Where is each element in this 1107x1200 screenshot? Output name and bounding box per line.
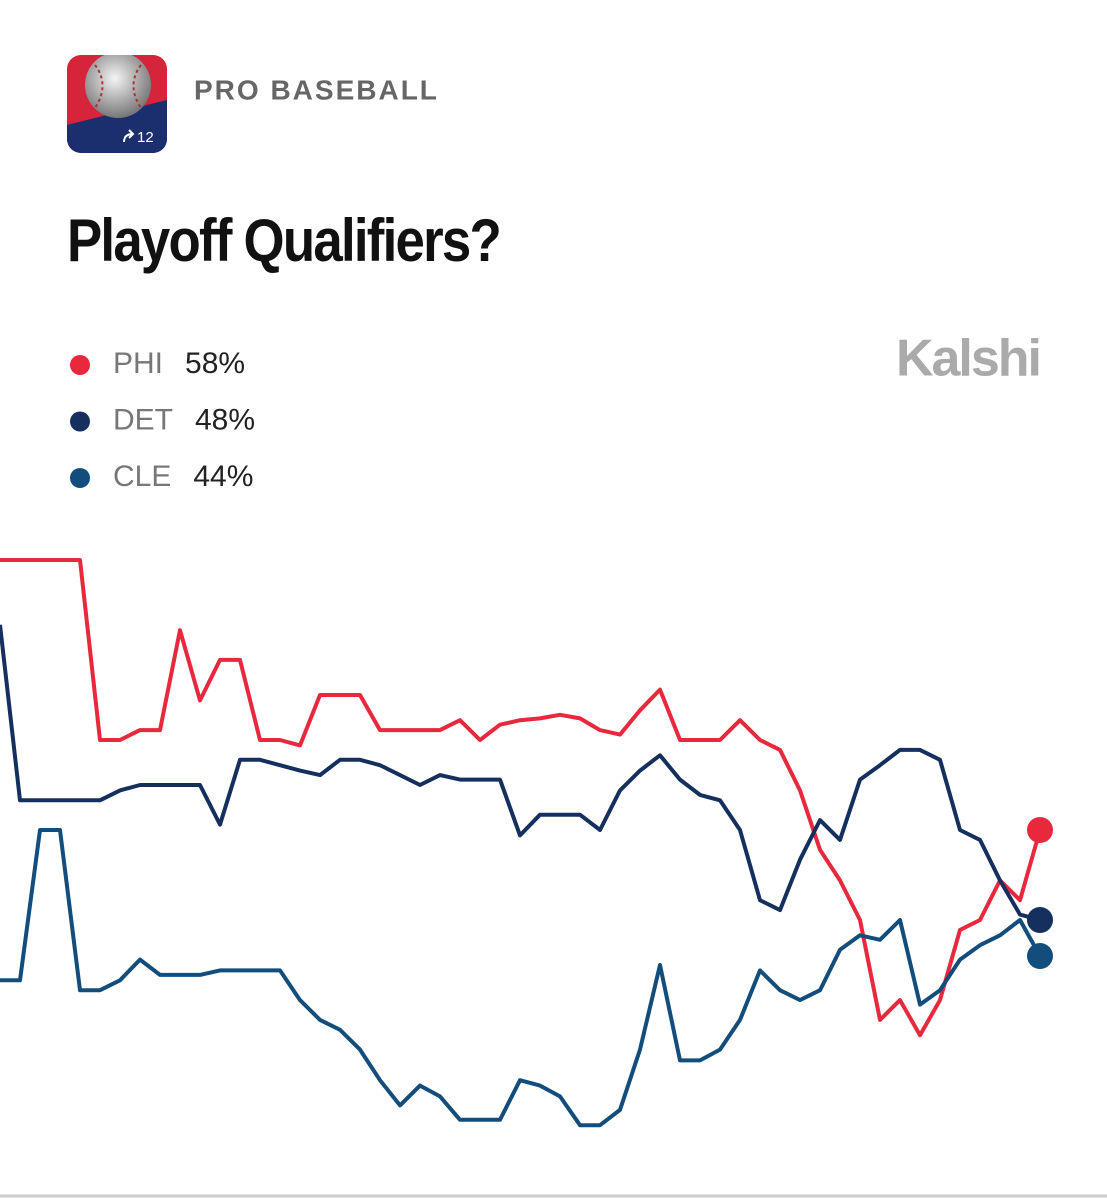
- legend-value: 58%: [185, 347, 245, 380]
- chart-title: Playoff Qualifiers?: [67, 207, 500, 274]
- legend-value: 44%: [193, 460, 253, 493]
- app-icon: 12: [67, 55, 167, 153]
- end-dot: [1027, 907, 1053, 933]
- legend-dot: [70, 355, 90, 375]
- end-dot: [1027, 817, 1053, 843]
- legend-value: 48%: [195, 403, 255, 436]
- legend-name: PHI: [113, 347, 163, 380]
- series-line: [0, 624, 1041, 922]
- end-dot: [1027, 943, 1053, 969]
- legend-dot: [70, 468, 90, 488]
- series-line: [0, 828, 1042, 1128]
- category: PRO BASEBALL: [194, 74, 439, 105]
- legend-name: CLE: [113, 460, 171, 493]
- brand: Kalshi: [896, 330, 1040, 388]
- badge: 12: [137, 129, 154, 146]
- series-line: [0, 558, 1042, 1038]
- legend-name: DET: [113, 403, 173, 436]
- legend-dot: [70, 411, 90, 432]
